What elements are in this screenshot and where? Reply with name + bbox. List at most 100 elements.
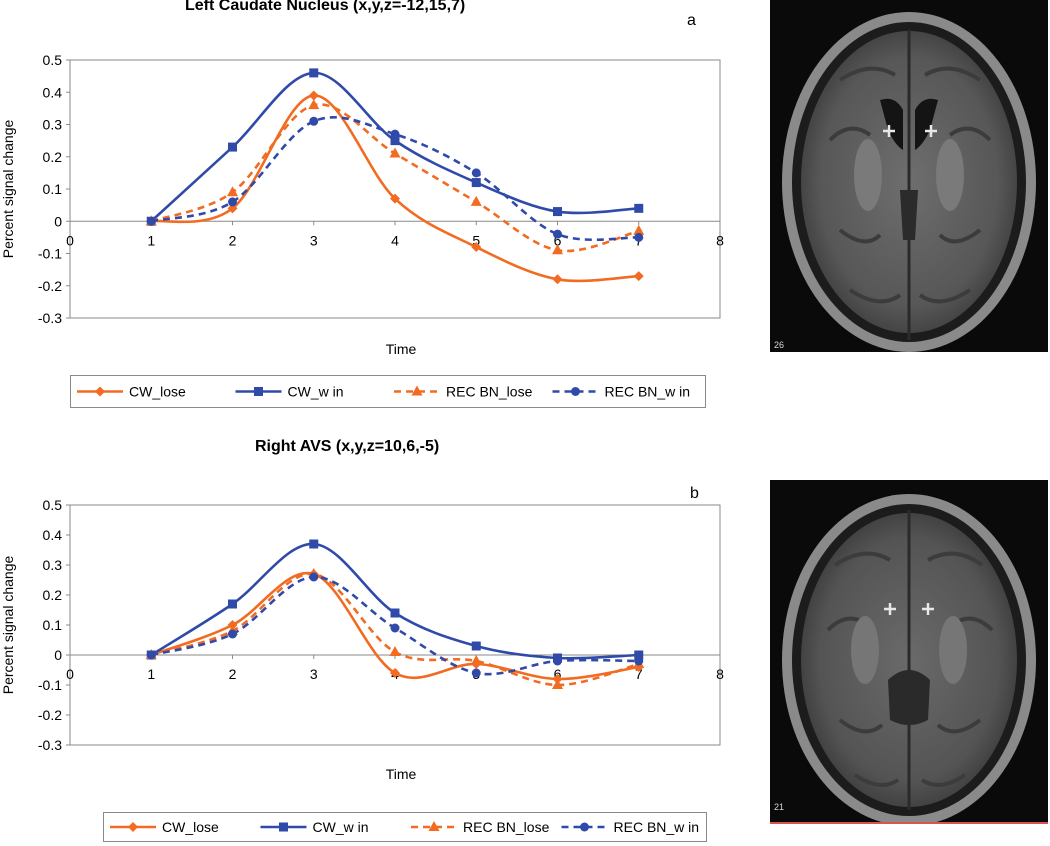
- series-1: [146, 539, 644, 663]
- data-point-square: [471, 178, 481, 188]
- data-point-triangle: [308, 99, 320, 110]
- chart-b-legend: CW_lose CW_w in REC BN_lose REC BN_w in: [103, 812, 707, 842]
- chart-b-panel-letter: b: [690, 485, 699, 502]
- data-point-triangle: [470, 655, 482, 665]
- data-point-circle: [634, 656, 644, 666]
- data-point-triangle: [552, 244, 563, 255]
- legend-graphic: CW_lose CW_w in REC BN_lose REC BN_w in: [110, 819, 700, 835]
- data-point-circle: [390, 623, 400, 633]
- x-tick-label: 2: [229, 666, 237, 682]
- data-point-square: [228, 142, 237, 152]
- chart-a-panel-letter: a: [687, 12, 696, 29]
- legend-marker-square: [254, 387, 263, 396]
- data-point-triangle: [389, 147, 401, 158]
- brain-scan-a-graphic: [782, 12, 1036, 352]
- data-point-square: [471, 641, 481, 651]
- data-point-diamond: [471, 242, 482, 253]
- data-point-circle: [309, 116, 319, 126]
- data-point-circle: [471, 668, 481, 678]
- data-point-triangle: [470, 195, 482, 206]
- x-tick-label: 0: [66, 232, 74, 248]
- data-point-diamond: [633, 271, 644, 282]
- data-point-circle: [553, 656, 562, 666]
- data-point-triangle: [227, 186, 238, 197]
- chart-a-plot: -0.3-0.2-0.100.10.20.30.40.5012345678Tim…: [0, 52, 724, 357]
- legend-entry: CW_lose: [77, 384, 186, 400]
- series-3: [146, 572, 644, 678]
- data-point-circle: [228, 629, 237, 639]
- y-tick-label: 0.4: [43, 527, 63, 543]
- data-point-diamond: [552, 274, 563, 285]
- brain-slice-image-b: 21: [770, 480, 1048, 822]
- x-tick-label: 2: [229, 232, 237, 248]
- data-point-circle: [471, 168, 481, 178]
- y-tick-label: 0.4: [43, 84, 63, 100]
- data-point-square: [309, 68, 319, 78]
- data-point-circle: [146, 650, 156, 660]
- series-line-0: [151, 94, 639, 283]
- legend-marker-circle: [571, 387, 580, 396]
- legend-entry: REC BN_lose: [394, 384, 533, 400]
- chart-b-title: Right AVS (x,y,z=10,6,-5): [255, 438, 440, 455]
- chart-a-title: Left Caudate Nucleus (x,y,z=-12,15,7): [185, 0, 466, 14]
- legend-marker-diamond: [128, 822, 138, 832]
- y-tick-label: 0.2: [43, 149, 63, 165]
- legend-graphic: CW_lose CW_w in REC BN_lose REC BN_w in: [77, 384, 691, 400]
- legend-entry: REC BN_w in: [552, 384, 691, 400]
- data-point-triangle: [552, 679, 563, 689]
- legend-label: REC BN_lose: [463, 819, 550, 835]
- legend-marker-triangle: [411, 385, 423, 396]
- y-tick-label: -0.2: [38, 707, 62, 723]
- data-point-triangle: [389, 646, 401, 656]
- data-point-circle: [553, 229, 562, 239]
- x-tick-label: 6: [554, 232, 562, 248]
- x-axis-label: Time: [386, 766, 417, 782]
- x-tick-label: 3: [310, 232, 318, 248]
- y-tick-label: -0.3: [38, 737, 62, 753]
- brain-image-b-bottom-rule: [770, 822, 1048, 824]
- data-point-square: [390, 608, 400, 618]
- legend-marker-diamond: [95, 386, 105, 397]
- data-point-square: [309, 539, 319, 549]
- data-point-triangle: [633, 224, 645, 235]
- y-tick-label: 0.3: [43, 557, 63, 573]
- data-point-diamond: [308, 90, 319, 101]
- x-axis-label: Time: [386, 341, 417, 357]
- data-point-circle: [634, 232, 644, 242]
- data-point-circle: [309, 572, 319, 582]
- data-point-square: [228, 599, 237, 609]
- x-tick-label: 4: [391, 232, 399, 248]
- series-3: [146, 116, 644, 242]
- x-tick-label: 8: [716, 232, 724, 248]
- legend-entry: CW_lose: [110, 819, 219, 835]
- data-point-circle: [146, 216, 156, 226]
- y-tick-label: 0: [54, 213, 62, 229]
- legend-label: REC BN_w in: [614, 819, 700, 835]
- y-tick-label: 0.5: [43, 52, 63, 68]
- x-tick-label: 6: [554, 666, 562, 682]
- chart-b-plot: -0.3-0.2-0.100.10.20.30.40.5012345678Tim…: [0, 497, 724, 782]
- data-point-square: [553, 207, 562, 217]
- y-tick-label: 0.1: [43, 181, 63, 197]
- x-tick-label: 5: [472, 232, 480, 248]
- slice-number-b: 21: [774, 802, 785, 812]
- series-2: [145, 99, 645, 255]
- x-tick-label: 0: [66, 666, 74, 682]
- y-axis-label: Percent signal change: [0, 120, 16, 259]
- y-tick-label: -0.1: [38, 677, 62, 693]
- y-tick-label: -0.3: [38, 310, 62, 326]
- legend-entry: CW_w in: [260, 819, 369, 835]
- data-point-square: [634, 650, 644, 660]
- y-tick-label: 0.5: [43, 497, 63, 513]
- y-tick-label: 0.1: [43, 617, 63, 633]
- legend-marker-square: [279, 822, 288, 832]
- legend-label: REC BN_w in: [605, 384, 691, 400]
- brain-scan-b-graphic: [782, 494, 1036, 822]
- data-point-square: [390, 136, 400, 146]
- data-point-diamond: [390, 668, 400, 678]
- legend-entry: CW_w in: [235, 384, 344, 400]
- legend-label: REC BN_lose: [446, 384, 533, 400]
- x-tick-label: 7: [635, 666, 643, 682]
- data-point-diamond: [227, 203, 238, 214]
- y-tick-label: 0: [54, 647, 62, 663]
